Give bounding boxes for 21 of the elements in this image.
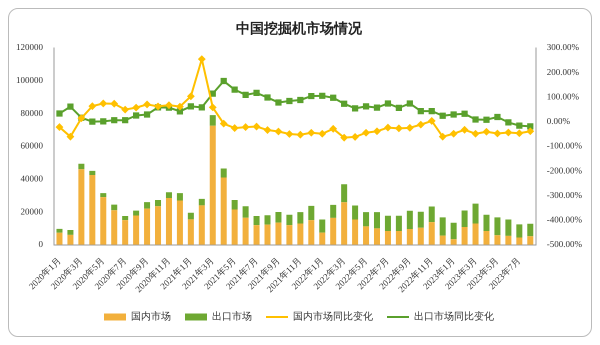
- legend-label: 出口市场同比变化: [414, 310, 494, 323]
- y2-tick-label: -300.00%: [546, 190, 583, 200]
- legend-label: 国内市场同比变化: [293, 310, 373, 323]
- y2-tick-label: -100.00%: [546, 140, 583, 151]
- y-tick-label: 40000: [20, 173, 44, 184]
- y2-tick-label: 200.00%: [546, 66, 580, 77]
- y-tick-label: 100000: [16, 74, 44, 85]
- y2-tick-label: -200.00%: [546, 165, 583, 176]
- chart-title: 中国挖掘机市场情况: [236, 20, 363, 38]
- y-tick-label: 80000: [20, 108, 44, 118]
- y-tick-label: 20000: [20, 206, 44, 216]
- y2-tick-label: -500.00%: [546, 239, 583, 250]
- y2-tick-label: 300.00%: [546, 42, 580, 52]
- y-tick-label: 0: [38, 239, 44, 250]
- y-tick-label: 120000: [16, 42, 44, 52]
- legend-label: 国内市场: [131, 310, 171, 323]
- y-tick-label: 60000: [20, 140, 44, 151]
- y2-tick-label: 100.00%: [546, 91, 580, 102]
- legend-label: 出口市场: [212, 310, 252, 323]
- y2-tick-label: -400.00%: [546, 214, 583, 225]
- y2-tick-label: 0.00%: [546, 116, 571, 126]
